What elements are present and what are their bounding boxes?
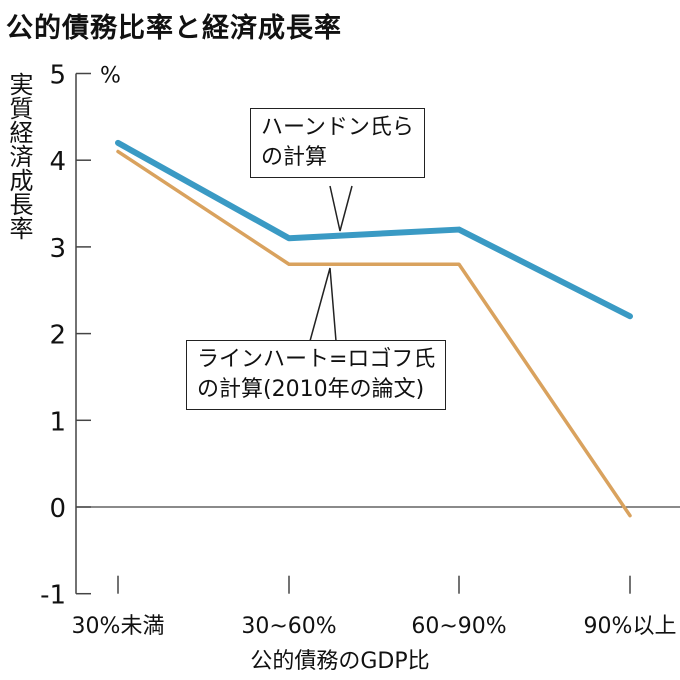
x-axis-label: 公的債務のGDP比 <box>250 649 430 674</box>
y-tick-label: 4 <box>49 147 66 177</box>
series-line-0 <box>115 139 633 320</box>
annotation-reinhart-rogoff: ラインハート=ロゴフ氏 の計算(2010年の論文) <box>186 340 447 410</box>
x-tick-label: 60~90% <box>411 614 506 639</box>
y-tick-label: 0 <box>49 494 66 524</box>
y-axis-label: 実質経済成長率 <box>5 72 33 240</box>
y-tick-label: 3 <box>49 234 66 264</box>
y-tick-label: 2 <box>49 321 66 351</box>
y-tick-label: 5 <box>49 61 66 91</box>
annotation-line: ハーンドン氏ら <box>261 115 414 140</box>
annotation-pointer <box>309 267 337 342</box>
annotation-herndon: ハーンドン氏ら の計算 <box>250 108 425 178</box>
series-line-1 <box>116 149 632 518</box>
x-tick-label: 30~60% <box>241 614 336 639</box>
x-tick-label: 90%以上 <box>584 614 677 639</box>
y-unit-label: % <box>100 64 121 89</box>
y-tick-label: -1 <box>40 581 66 611</box>
annotation-line: の計算 <box>261 145 328 170</box>
annotation-pointer <box>329 185 353 232</box>
annotation-line: ラインハート=ロゴフ氏 <box>197 347 436 372</box>
y-tick-label: 1 <box>49 407 66 437</box>
chart-title: 公的債務比率と経済成長率 <box>6 13 342 44</box>
x-tick-label: 30%未満 <box>72 614 165 639</box>
annotation-line: の計算(2010年の論文) <box>197 377 425 402</box>
